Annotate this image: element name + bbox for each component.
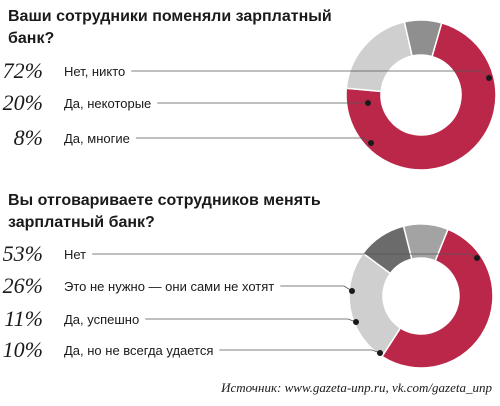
donut-2-category-label-4: Да, но не всегда удается [64,343,213,358]
donut-2-category-label-3: Да, успешно [64,312,139,327]
donut-1-value-label-1: 72% [3,58,43,83]
donut-1-slice-1 [345,21,497,171]
donut-2-value-label-1: 53% [3,241,43,266]
donut-2-leader-dot-3 [353,319,359,325]
donut-1-category-label-2: Да, некоторые [64,96,151,111]
donut-1-category-label-1: Нет, никто [64,64,125,79]
donut-2-leader-dot-4 [377,350,383,356]
source-note: Источник: www.gazeta-unp.ru, vk.com/gaze… [221,380,492,395]
donut-1-leader-dot-1 [486,75,492,81]
donut-2-value-label-4: 10% [3,337,43,362]
donut-2-category-label-2: Это не нужно — они сами не хотят [64,279,274,294]
donut-1-leader-line-3 [135,137,372,144]
donut-1-value-label-2: 20% [3,90,43,115]
chart-1-title: Ваши сотрудники поменяли зарплатный банк… [8,8,332,47]
donut-2-leader-line-4 [219,349,381,354]
donut-2-value-label-2: 26% [3,273,43,298]
donut-2-slice-1 [380,228,494,369]
donut-2-slice-4 [402,223,449,262]
chart-2-title: Вы отговариваете сотрудников менять зарп… [8,192,321,231]
donut-2-category-label-1: Нет [64,247,86,262]
donut-1-leader-dot-3 [368,140,374,146]
donut-chart-2: 53% Нет 26% Это не нужно — они сами не хотя… [3,223,494,369]
donut-chart-1: 72% Нет, никто 20% Да, некоторые 8% Да, многи… [3,19,497,171]
donut-2-leader-line-2 [280,285,353,292]
donut-2-leader-dot-1 [474,255,480,261]
donut-1-leader-dot-2 [365,100,371,106]
donut-1-slice-3 [403,19,443,58]
donut-2-leader-dot-2 [349,288,355,294]
donut-1-category-label-3: Да, многие [64,131,130,146]
donut-1-leader-line-1 [131,70,490,79]
donut-1-value-label-3: 8% [14,125,43,150]
donut-2-leader-line-3 [145,318,357,323]
donut-1-slice-2 [345,20,414,93]
donut-2-value-label-3: 11% [4,306,43,331]
